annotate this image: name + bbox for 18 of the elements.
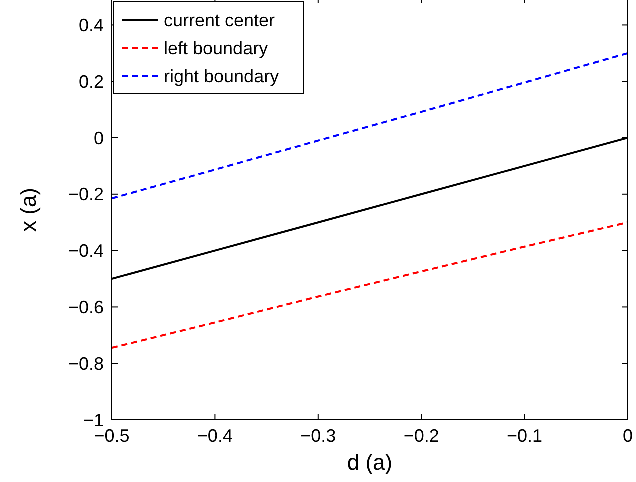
y-tick-label: −0.8 — [68, 354, 104, 374]
legend-label: current center — [164, 10, 276, 30]
y-axis-title: x (a) — [16, 188, 41, 232]
y-tick-label: −0.2 — [68, 184, 104, 205]
y-tick-label: 0 — [94, 128, 104, 148]
y-tick-label: 0.2 — [78, 72, 104, 92]
legend-label: right boundary — [164, 66, 280, 86]
x-tick-label: −0.4 — [197, 426, 233, 446]
y-tick-label: −0.4 — [68, 241, 104, 262]
x-tick-label: −0.2 — [404, 426, 440, 446]
y-tick-label: 0.4 — [78, 16, 104, 36]
x-tick-label: −0.1 — [507, 426, 543, 446]
legend-label: left boundary — [164, 38, 268, 58]
x-axis-title: d (a) — [347, 450, 393, 475]
line-series — [112, 222, 628, 350]
x-tick-label: −0.3 — [300, 426, 336, 446]
y-tick-label: −0.6 — [68, 298, 104, 318]
x-tick-label: 0 — [622, 426, 634, 446]
